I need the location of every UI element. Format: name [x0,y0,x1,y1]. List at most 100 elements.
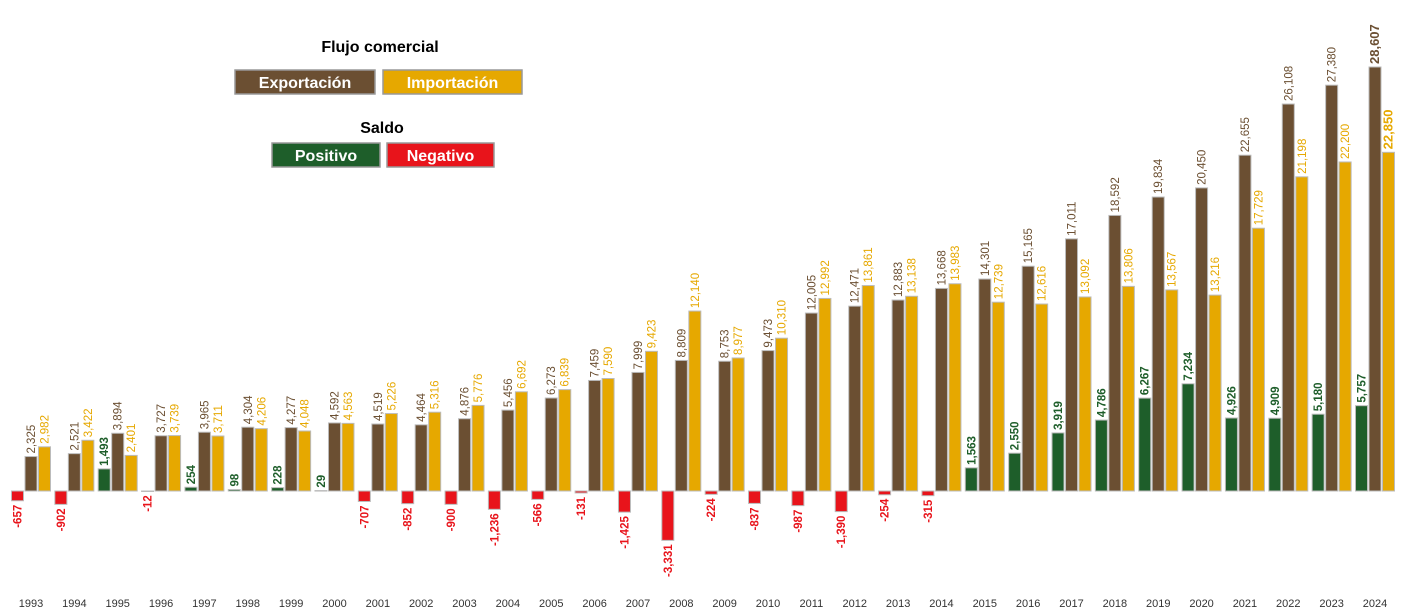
import-bar [428,411,442,492]
export-bar [718,360,732,492]
import-bar [514,391,528,492]
x-tick-label: 2009 [712,598,736,610]
import-bar [1338,161,1352,492]
balance-bar [921,490,935,497]
value-label: -12 [143,495,155,512]
legend-swatch [386,142,495,168]
value-label: 5,316 [430,380,442,409]
value-label: 4,048 [300,399,312,428]
balance-bar [1268,417,1282,492]
value-label: -707 [359,505,371,528]
value-label: -224 [706,498,718,522]
value-label: -987 [793,510,805,533]
value-label: 22,200 [1340,124,1352,159]
x-tick-label: 2001 [366,598,390,610]
value-label: 12,140 [690,273,702,308]
value-label: -131 [576,496,588,520]
value-label: 4,926 [1226,386,1238,415]
balance-bar [357,490,371,502]
export-bar [1151,196,1165,492]
value-label: 2,521 [69,422,81,451]
balance-bar [11,490,24,502]
value-label: 5,226 [386,382,398,411]
value-label: 7,999 [633,341,645,370]
export-bar [674,359,688,492]
balance-bar [1355,405,1368,492]
balance-bar [401,490,415,505]
value-label: 6,273 [546,366,558,395]
value-label: 13,216 [1210,257,1222,292]
value-label: -1,236 [489,513,501,546]
value-label: 4,519 [373,392,385,421]
balance-bar [1311,413,1325,492]
value-label: 4,277 [286,396,298,425]
import-bar [1382,151,1395,492]
value-label: 13,668 [936,250,948,285]
legend-label: Importación [407,75,499,92]
balance-bar [1094,419,1108,492]
balance-bar [314,490,328,492]
value-label: 2,325 [26,425,38,454]
value-label: 6,692 [516,360,528,389]
balance-bar [54,490,68,505]
import-bar [254,428,268,492]
x-tick-label: 2016 [1016,598,1040,610]
x-tick-label: 1993 [19,598,43,610]
value-label: -1,425 [619,516,631,549]
balance-bar [964,467,978,492]
import-bar [1251,227,1265,492]
import-bar [644,350,658,492]
export-bar [1368,66,1382,492]
export-bar [111,432,125,492]
value-label: 22,655 [1240,117,1252,152]
value-label: 5,776 [473,374,485,403]
export-bar [1325,84,1339,492]
x-tick-label: 2024 [1363,598,1387,610]
value-label: 4,464 [416,392,428,421]
value-label: 10,310 [777,300,789,335]
export-bar [197,431,211,492]
value-label: 6,267 [1140,366,1152,395]
value-label: 5,757 [1357,374,1369,403]
value-label: -566 [533,503,545,526]
export-bar [327,422,341,492]
value-label: -1,390 [836,516,848,549]
export-bar [934,287,948,492]
x-tick-label: 2008 [669,598,693,610]
import-bar [1078,296,1092,492]
balance-bar [1224,417,1238,492]
value-label: 8,977 [733,326,745,355]
x-tick-label: 2011 [800,598,824,610]
export-bar [848,305,862,492]
export-bar [1195,187,1209,492]
import-bar [38,446,51,492]
import-bar [211,435,225,492]
value-label: 7,590 [603,347,615,376]
export-bar [24,456,38,492]
value-label: 2,401 [126,424,138,453]
value-label: 20,450 [1197,150,1209,185]
value-label: 8,753 [720,329,732,358]
value-label: 6,839 [560,358,572,387]
x-tick-label: 2005 [539,598,563,610]
balance-bar [141,490,155,492]
value-label: 14,301 [980,241,992,276]
export-bar [414,424,428,492]
value-label: -657 [13,505,25,528]
value-label: 13,983 [950,246,962,281]
x-tick-label: 2000 [322,598,346,610]
balance-bar [878,490,892,496]
x-tick-label: 2002 [409,598,433,610]
x-tick-label: 2007 [626,598,650,610]
export-bar [67,453,81,492]
value-label: 9,473 [763,319,775,348]
legend-label: Positivo [295,148,357,165]
legend-swatch [234,69,376,95]
x-tick-label: 1999 [279,598,303,610]
value-label: -900 [446,508,458,531]
value-label: 4,909 [1270,386,1282,415]
value-label: 3,919 [1053,401,1065,430]
import-bar [1165,289,1179,492]
value-label: -254 [880,498,892,522]
export-bar [544,397,558,492]
